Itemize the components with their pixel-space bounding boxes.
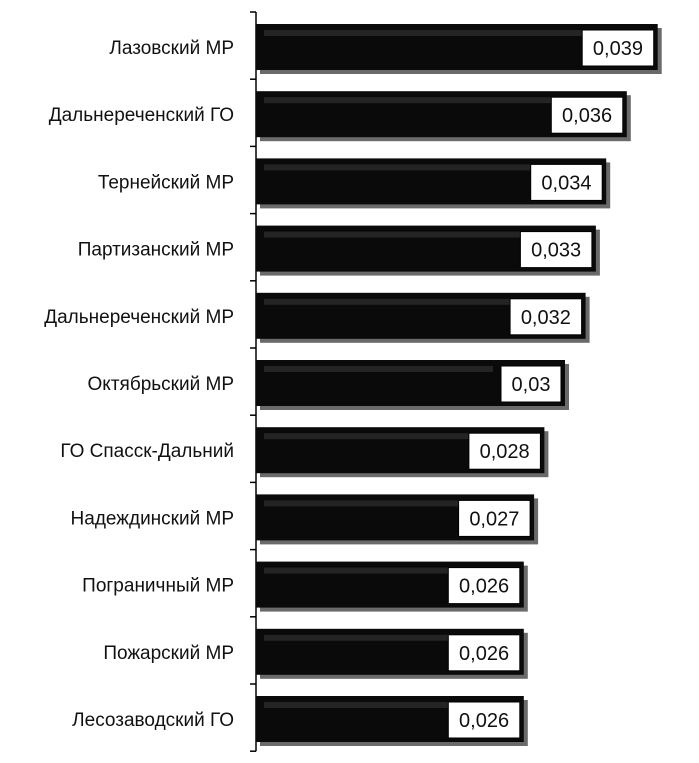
data-label: 0,034 — [541, 172, 591, 194]
category-label: Пожарский МР — [103, 643, 234, 664]
data-label: 0,03 — [512, 374, 551, 396]
bar-texture — [264, 500, 463, 507]
category-label: Лазовский МР — [109, 38, 234, 59]
category-label: Лесозаводский ГО — [72, 710, 234, 731]
data-label-box — [550, 96, 624, 134]
data-label-box — [530, 163, 603, 201]
bar-texture — [264, 231, 524, 238]
bar-texture — [264, 702, 452, 708]
data-label: 0,028 — [480, 441, 530, 463]
data-label-box — [447, 701, 521, 739]
data-label-box — [519, 231, 593, 269]
category-label: Октябрьский МР — [88, 374, 234, 395]
bar-texture — [264, 97, 555, 104]
data-label: 0,039 — [593, 38, 643, 60]
bar-texture — [264, 164, 535, 171]
category-label: Пограничный МР — [82, 576, 234, 597]
data-label-box — [468, 432, 541, 470]
category-label: ГО Спасск-Дальний — [60, 441, 234, 462]
data-label: 0,027 — [469, 508, 519, 530]
data-label-box — [581, 29, 655, 67]
category-label: Надеждинский МР — [71, 508, 234, 529]
bar-texture — [264, 30, 586, 36]
category-label: Дальнереченский ГО — [49, 105, 234, 126]
data-label: 0,033 — [531, 240, 581, 262]
category-label: Тернейский МР — [98, 172, 234, 193]
bar-texture — [264, 366, 493, 372]
bar-texture — [264, 298, 514, 305]
data-label-box — [500, 365, 562, 403]
data-label: 0,036 — [562, 105, 612, 127]
category-label: Партизанский МР — [78, 240, 234, 261]
data-label: 0,026 — [459, 643, 509, 665]
bar-texture — [264, 433, 473, 440]
data-label: 0,026 — [459, 710, 509, 732]
data-label-box — [509, 298, 583, 336]
data-label-box — [447, 567, 521, 605]
data-label-box — [447, 634, 521, 672]
category-label: Дальнереченский МР — [44, 307, 234, 328]
data-label-box — [458, 499, 531, 537]
bar-texture — [264, 567, 452, 574]
axis-layer — [250, 11, 257, 752]
data-label: 0,026 — [459, 576, 509, 598]
data-label: 0,032 — [521, 307, 571, 329]
labels-layer: Лазовский МР 0,039 Дальнереченский ГО 0,036… — [44, 29, 655, 739]
bar-texture — [264, 634, 452, 641]
